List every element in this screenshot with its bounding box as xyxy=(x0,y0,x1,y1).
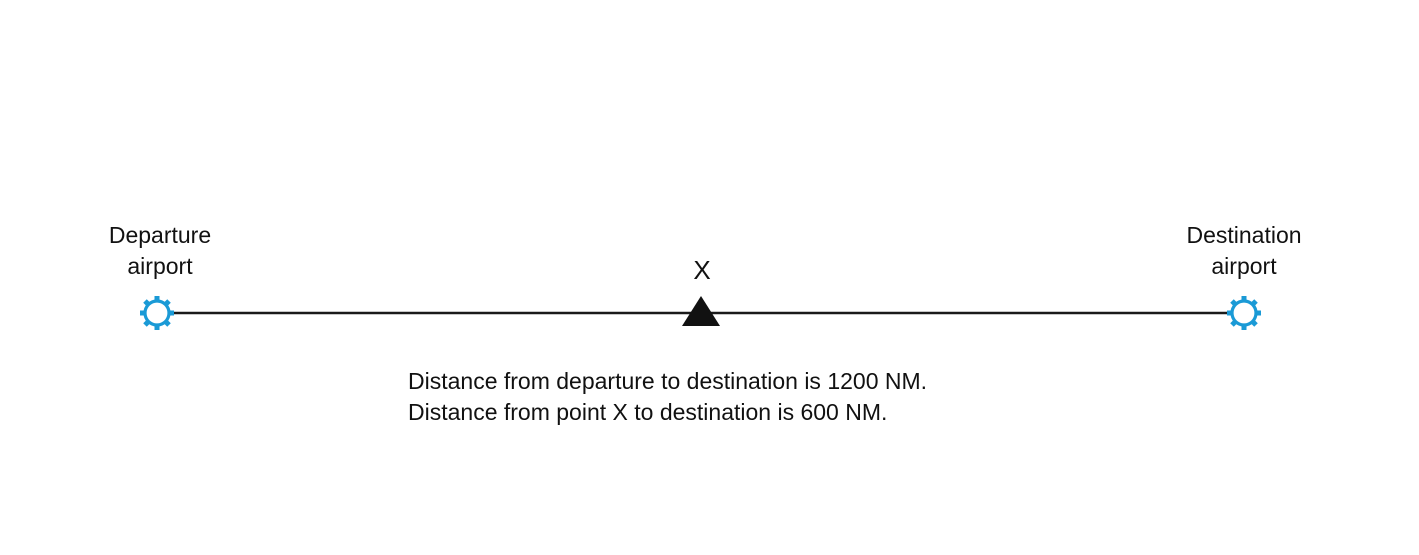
note-x-distance: Distance from point X to destination is … xyxy=(408,399,888,425)
point-x-triangle-icon xyxy=(682,296,720,326)
destination-label-line2: airport xyxy=(1211,253,1277,279)
departure-airport-label: Departure airport xyxy=(60,220,260,282)
destination-airport-label: Destination airport xyxy=(1144,220,1344,282)
departure-airport-icon xyxy=(140,296,174,330)
destination-label-line1: Destination xyxy=(1186,222,1302,248)
note-total-distance: Distance from departure to destination i… xyxy=(408,368,928,394)
distance-notes: Distance from departure to destination i… xyxy=(408,366,927,428)
departure-label-line2: airport xyxy=(127,253,193,279)
point-x-label: X xyxy=(693,255,711,285)
destination-airport-icon xyxy=(1227,296,1261,330)
departure-label-line1: Departure xyxy=(108,222,212,248)
